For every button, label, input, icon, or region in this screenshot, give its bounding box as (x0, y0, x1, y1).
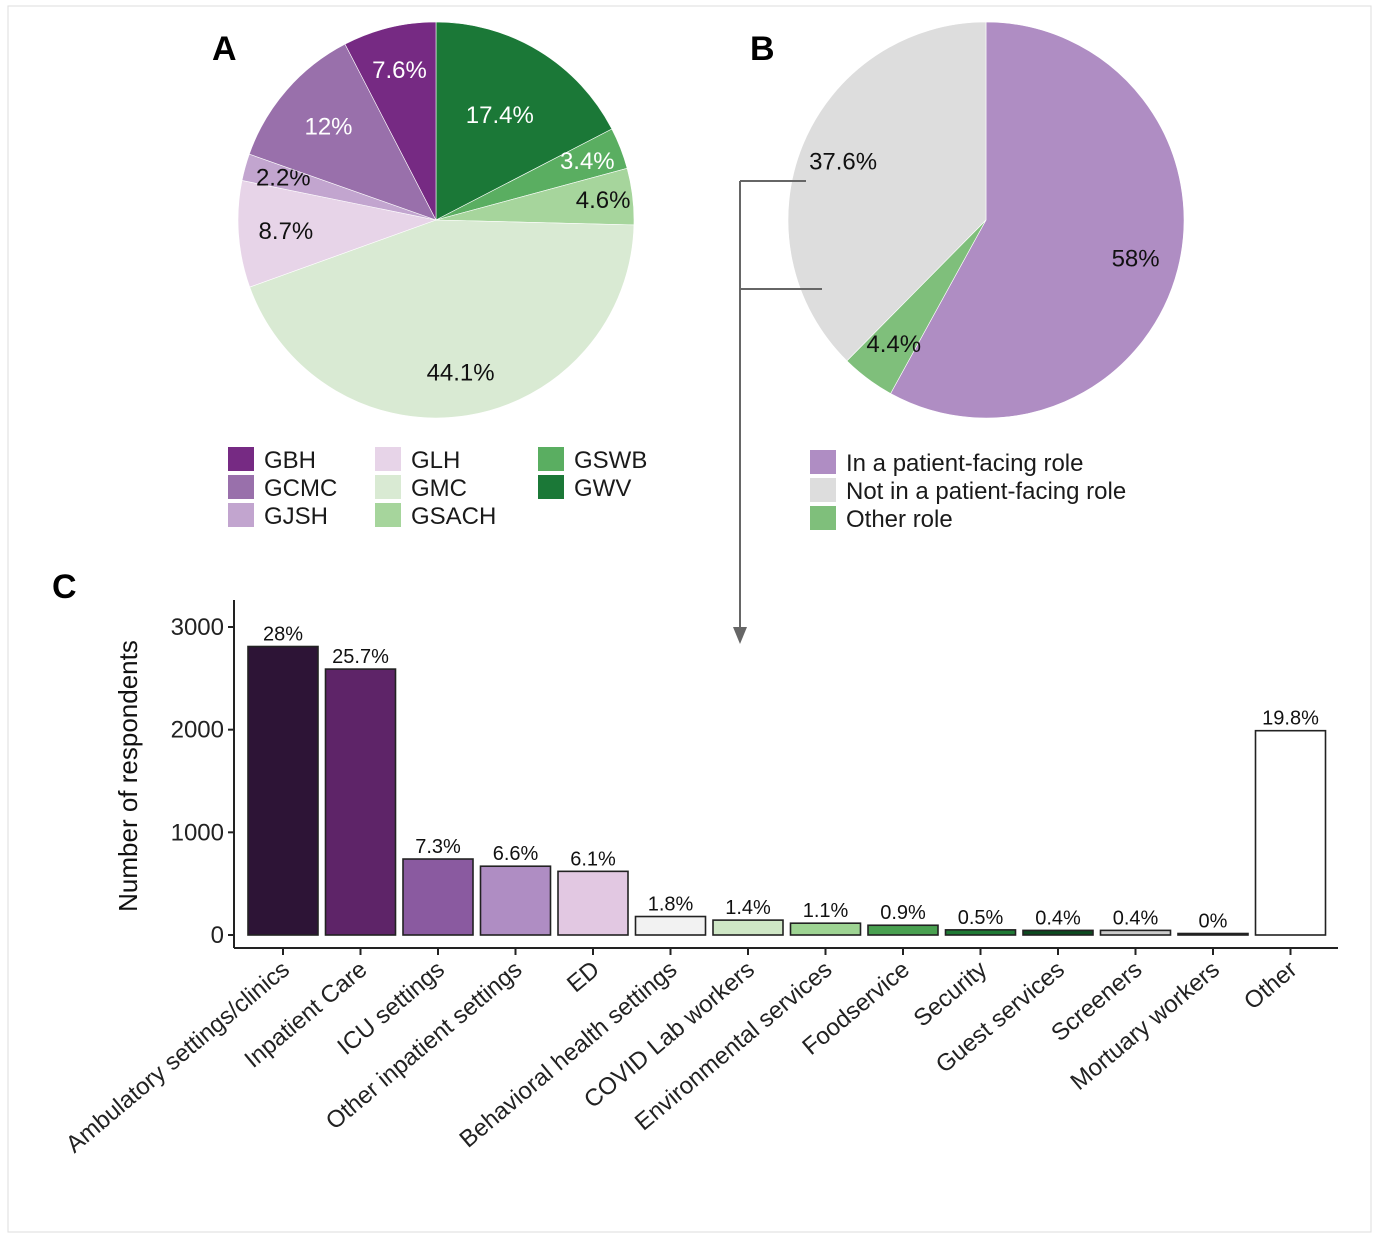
pie-slice-not-in-a-patient-facing-role (787, 21, 987, 362)
pie-chart-a: 17.4%3.4%4.6%44.1%8.7%2.2%12%7.6% (237, 21, 635, 419)
bar-other (1254, 729, 1327, 936)
bar-icu-settings (402, 858, 474, 936)
legend-swatch-gjsh (228, 503, 254, 527)
bar-value-label: 6.1% (570, 848, 616, 870)
pie-label-in-a-patient-facing-role: 58% (1112, 245, 1160, 272)
bar-ambulatory-settings-clinics (247, 645, 319, 936)
pie-label-not-in-a-patient-facing-role: 37.6% (809, 148, 877, 175)
bar-value-label: 1.8% (648, 894, 694, 916)
bar-behavioral-health-settings (634, 915, 707, 936)
pie-label-gmc: 44.1% (427, 360, 495, 387)
legend-swatch-gwv (538, 475, 564, 499)
bar-screeners (1099, 929, 1172, 936)
legend-label-gmc: GMC (411, 475, 467, 502)
legend-label-gswb: GSWB (574, 447, 647, 474)
bar-value-label: 28% (263, 624, 303, 646)
legend-label-gcmc: GCMC (264, 475, 337, 502)
panel-letter-b: B (750, 30, 775, 68)
panel-letter-a: A (212, 30, 237, 68)
bar-security (944, 929, 1017, 936)
y-tick-label: 3000 (171, 614, 224, 641)
bar-guest-services (1022, 929, 1094, 936)
legend-label-gwv: GWV (574, 475, 631, 502)
legend-swatch-glh (375, 447, 401, 471)
bar-value-label: 1.4% (725, 897, 771, 919)
pie-label-gswb: 3.4% (560, 148, 615, 175)
legend-swatch-in-a-patient-facing-role (810, 450, 836, 474)
bar-foodservice (867, 924, 939, 936)
y-axis-title: Number of respondents (113, 640, 143, 912)
legend-label-not-in-a-patient-facing-role: Not in a patient-facing role (846, 478, 1126, 505)
legend-swatch-gsach (375, 503, 401, 527)
panel-letter-c: C (52, 568, 77, 606)
y-tick-label: 0 (211, 922, 224, 949)
legend-swatch-other-role (810, 506, 836, 530)
legend-label-other-role: Other role (846, 506, 953, 533)
arrow-head (733, 627, 747, 644)
legend-swatch-gswb (538, 447, 564, 471)
pie-label-other-role: 4.4% (866, 331, 921, 358)
bar-value-label: 0.4% (1113, 907, 1159, 929)
bar-ed (557, 870, 629, 936)
bar-value-label: 6.6% (493, 843, 539, 865)
bar-value-label: 19.8% (1262, 708, 1319, 730)
bar-value-label: 7.3% (415, 836, 461, 858)
bar-value-label: 0.9% (880, 902, 926, 924)
legend-label-glh: GLH (411, 447, 460, 474)
bar-environmental-services (789, 922, 862, 936)
legend-label-gbh: GBH (264, 447, 316, 474)
bar-value-label: 1.1% (803, 900, 849, 922)
bar-covid-lab-workers (712, 919, 784, 936)
pie-label-gwv: 17.4% (466, 102, 534, 129)
pie-slice-gcmc (248, 43, 437, 221)
y-tick-label: 1000 (171, 819, 224, 846)
legend-label-gjsh: GJSH (264, 503, 328, 530)
legend-swatch-gbh (228, 447, 254, 471)
pie-label-glh: 8.7% (259, 218, 314, 245)
pie-label-gcmc: 12% (304, 113, 352, 140)
connector-arrow (733, 180, 822, 644)
pie-slice-in-a-patient-facing-role (890, 21, 1185, 419)
legend-label-gsach: GSACH (411, 503, 496, 530)
pie-label-gsach: 4.6% (576, 187, 631, 214)
bar-inpatient-care (324, 668, 397, 936)
pie-label-gbh: 7.6% (372, 57, 427, 84)
pie-slice-gmc (249, 219, 635, 419)
y-tick-label: 2000 (171, 717, 224, 744)
bar-value-label: 0% (1199, 911, 1228, 933)
bar-other-inpatient-settings (479, 865, 552, 936)
bar-value-label: 25.7% (332, 646, 389, 668)
legend-label-in-a-patient-facing-role: In a patient-facing role (846, 450, 1083, 477)
pie-slice-glh (237, 180, 438, 288)
bar-value-label: 0.4% (1035, 907, 1081, 929)
legend-swatch-gmc (375, 475, 401, 499)
bar-mortuary-workers (1177, 932, 1249, 936)
pie-chart-b: 58% 4.4% 37.6% (787, 21, 1185, 419)
legend-swatch-gcmc (228, 475, 254, 499)
legend-swatch-not-in-a-patient-facing-role (810, 478, 836, 502)
pie-slice-gwv (435, 21, 613, 221)
pie-slice-gbh (344, 21, 437, 221)
bar-value-label: 0.5% (958, 907, 1004, 929)
